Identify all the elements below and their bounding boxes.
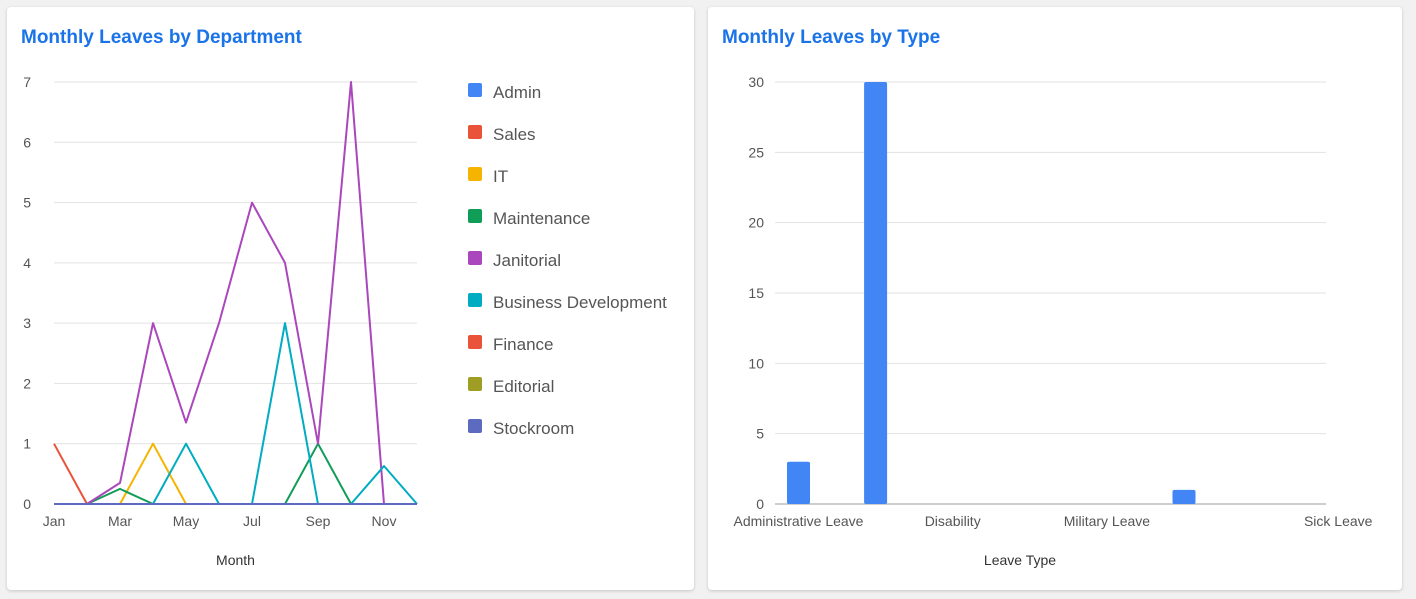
legend-swatch <box>468 251 482 265</box>
y-tick-label: 7 <box>23 74 31 90</box>
legend-swatch <box>468 125 482 139</box>
y-tick-label: 3 <box>23 315 31 331</box>
x-tick-label: Nov <box>372 513 397 529</box>
x-tick-label: Mar <box>108 513 132 529</box>
y-tick-label: 5 <box>756 426 764 442</box>
x-tick-label: May <box>173 513 199 529</box>
legend-label[interactable]: Maintenance <box>493 209 590 228</box>
y-tick-label: 15 <box>748 285 764 301</box>
legend-label[interactable]: Editorial <box>493 377 554 396</box>
leave-type-bar-chart[interactable]: 0 5 10 15 20 25 30 Administrative Leave Disabili… <box>708 7 1402 590</box>
legend-label[interactable]: IT <box>493 167 508 186</box>
leave-type-chart-title: Monthly Leaves by Type <box>722 27 941 48</box>
bar[interactable] <box>787 461 810 504</box>
series-line-janitorial[interactable] <box>54 81 417 505</box>
legend-swatch <box>468 167 482 181</box>
x-tick-label: Jan <box>43 513 66 529</box>
y-tick-label: 10 <box>748 355 764 371</box>
department-line-chart[interactable]: 0 1 2 3 4 5 6 7 Jan Mar May Jul Sep Nov Month Admin Sale… <box>7 7 694 590</box>
y-tick-label: 25 <box>748 144 764 160</box>
legend-swatch <box>468 419 482 433</box>
legend-swatch <box>468 83 482 97</box>
x-tick-label: Sick Leave <box>1304 513 1373 529</box>
y-tick-label: 0 <box>756 496 764 512</box>
legend-swatch <box>468 293 482 307</box>
legend-label[interactable]: Finance <box>493 335 553 354</box>
x-tick-label: Administrative Leave <box>734 513 864 529</box>
x-tick-label: Jul <box>243 513 261 529</box>
legend-label[interactable]: Stockroom <box>493 419 574 438</box>
legend-swatch <box>468 209 482 223</box>
bar[interactable] <box>864 82 888 504</box>
x-tick-label: Disability <box>925 513 981 529</box>
bar[interactable] <box>1172 489 1196 504</box>
series-line-business-development[interactable] <box>54 322 418 505</box>
x-axis-title: Month <box>216 552 255 568</box>
y-tick-label: 2 <box>23 375 31 391</box>
x-axis-title: Leave Type <box>984 552 1056 568</box>
department-chart-card: Monthly Leaves by Department 0 1 2 3 4 5 6 7 Jan… <box>7 7 694 590</box>
legend-label[interactable]: Admin <box>493 83 541 102</box>
y-tick-label: 4 <box>23 255 31 271</box>
y-tick-label: 1 <box>23 436 31 452</box>
y-tick-label: 0 <box>23 496 31 512</box>
x-tick-label: Military Leave <box>1064 513 1151 529</box>
x-tick-label: Sep <box>306 513 331 529</box>
legend-label[interactable]: Janitorial <box>493 251 561 270</box>
y-tick-label: 30 <box>748 74 764 90</box>
department-chart-title: Monthly Leaves by Department <box>21 27 302 48</box>
y-tick-label: 20 <box>748 215 764 231</box>
series-line-maintenance[interactable] <box>54 442 417 505</box>
y-tick-label: 6 <box>23 134 31 150</box>
legend-swatch <box>468 335 482 349</box>
legend-label[interactable]: Business Development <box>493 293 667 312</box>
leave-type-chart-card: Monthly Leaves by Type 0 5 10 15 20 25 30 Admin… <box>708 7 1402 590</box>
y-tick-label: 5 <box>23 195 31 211</box>
legend-swatch <box>468 377 482 391</box>
legend-label[interactable]: Sales <box>493 125 536 144</box>
